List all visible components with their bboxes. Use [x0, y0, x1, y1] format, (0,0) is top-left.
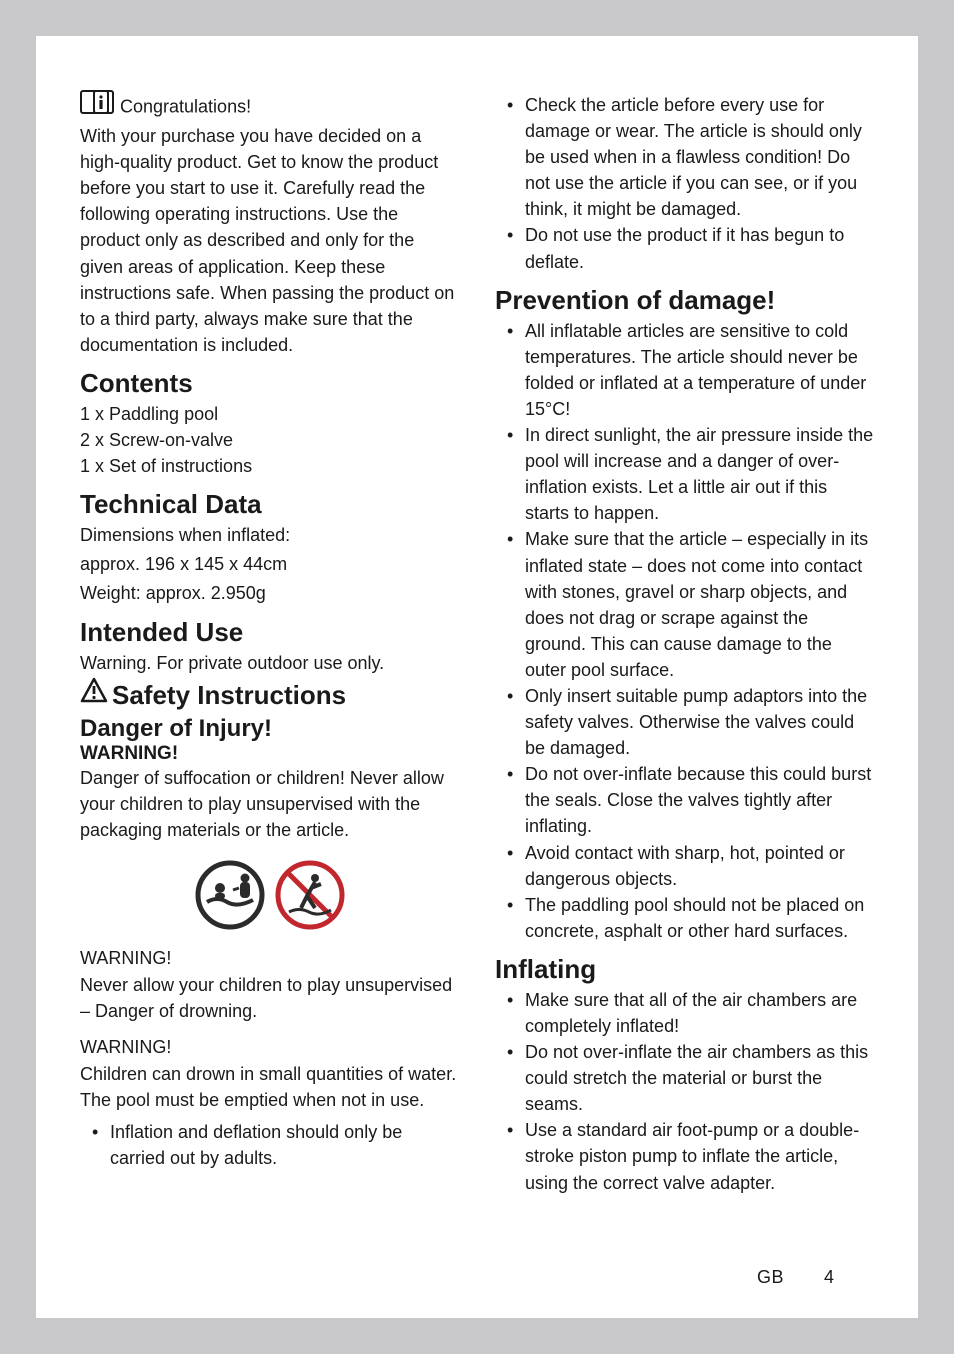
list-item: Do not over-inflate because this could b… — [495, 761, 874, 839]
list-item: 1 x Paddling pool — [80, 401, 459, 427]
list-item: 2 x Screw-on-valve — [80, 427, 459, 453]
intro-paragraph: Congratulations! With your purchase you … — [80, 92, 459, 358]
right-column: Check the article before every use for d… — [495, 92, 874, 1257]
list-item: 1 x Set of instructions — [80, 453, 459, 479]
list-item: Avoid contact with sharp, hot, pointed o… — [495, 840, 874, 892]
list-item: Use a standard air foot-pump or a double… — [495, 1117, 874, 1195]
technical-data-title: Technical Data — [80, 489, 459, 520]
footer-page-number: 4 — [824, 1267, 834, 1288]
intended-use-body: Warning. For private outdoor use only. — [80, 650, 459, 676]
list-item: Inflation and deflation should only be c… — [80, 1119, 459, 1171]
tech-dim-value: approx. 196 x 145 x 44cm — [80, 551, 459, 577]
list-item: Only insert suitable pump adaptors into … — [495, 683, 874, 761]
warning-1-body: Danger of suffocation or children! Never… — [80, 765, 459, 843]
danger-of-injury-title: Danger of Injury! — [80, 715, 459, 743]
safety-instructions-title: Safety Instructions — [80, 680, 459, 714]
prevention-bullets: All inflatable articles are sensitive to… — [495, 318, 874, 944]
safety-title-text: Safety Instructions — [112, 680, 346, 710]
list-item: Check the article before every use for d… — [495, 92, 874, 222]
list-item: In direct sunlight, the air pressure ins… — [495, 422, 874, 526]
page: Congratulations! With your purchase you … — [36, 36, 918, 1318]
footer-language: GB — [757, 1267, 784, 1288]
supervision-icon — [195, 860, 265, 935]
inflating-title: Inflating — [495, 954, 874, 985]
left-column: Congratulations! With your purchase you … — [80, 92, 459, 1257]
contents-title: Contents — [80, 368, 459, 399]
columns-wrapper: Congratulations! With your purchase you … — [80, 92, 874, 1257]
warning-label-2: WARNING! — [80, 945, 459, 971]
tech-dim-label: Dimensions when inflated: — [80, 522, 459, 548]
list-item: Make sure that the article – especially … — [495, 526, 874, 683]
safety-bullets-left: Inflation and deflation should only be c… — [80, 1119, 459, 1171]
intro-body: With your purchase you have decided on a… — [80, 126, 454, 355]
warning-3-body: Children can drown in small quantities o… — [80, 1061, 459, 1113]
page-footer: GB 4 — [80, 1267, 874, 1288]
info-icon — [80, 90, 114, 121]
warning-2-body: Never allow your children to play unsupe… — [80, 972, 459, 1024]
contents-list: 1 x Paddling pool 2 x Screw-on-valve 1 x… — [80, 401, 459, 479]
congrats-text: Congratulations! — [120, 96, 251, 116]
warning-label-3: WARNING! — [80, 1034, 459, 1060]
safety-icon-row — [80, 860, 459, 935]
list-item: Make sure that all of the air chambers a… — [495, 987, 874, 1039]
prevention-title: Prevention of damage! — [495, 285, 874, 316]
safety-bullets-right: Check the article before every use for d… — [495, 92, 874, 275]
list-item: Do not over-inflate the air chambers as … — [495, 1039, 874, 1117]
list-item: All inflatable articles are sensitive to… — [495, 318, 874, 422]
no-diving-icon — [275, 860, 345, 935]
list-item: Do not use the product if it has begun t… — [495, 222, 874, 274]
warning-triangle-icon — [80, 677, 108, 710]
list-item: The paddling pool should not be placed o… — [495, 892, 874, 944]
inflating-bullets: Make sure that all of the air chambers a… — [495, 987, 874, 1196]
tech-weight: Weight: approx. 2.950g — [80, 580, 459, 606]
warning-label-1: WARNING! — [80, 743, 459, 765]
intended-use-title: Intended Use — [80, 617, 459, 648]
